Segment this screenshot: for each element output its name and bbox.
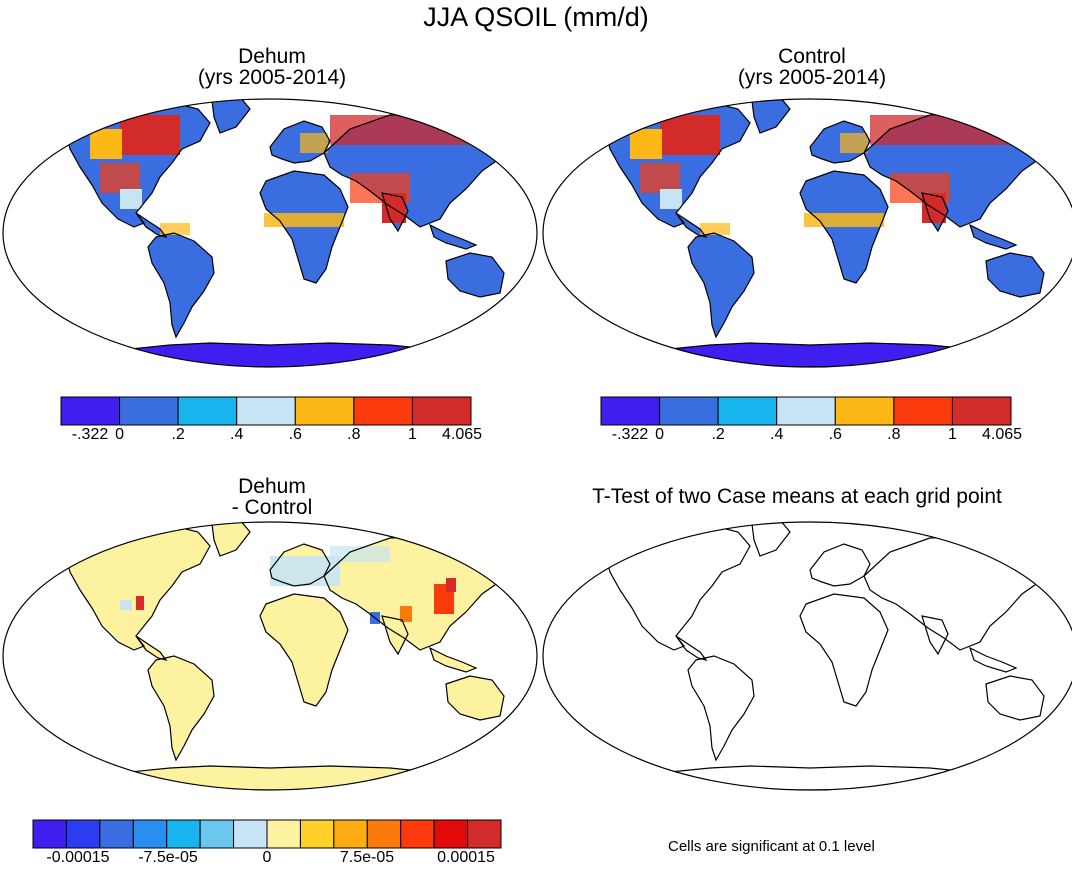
colorbar-box [177,396,238,426]
significance-note: Cells are significant at 0.1 level [668,838,875,855]
colorbar-box [717,396,778,426]
colorbar-box [266,819,301,849]
colorbar-tick-label: 4.065 [441,426,483,443]
colorbar-tick-label: .6 [288,426,302,443]
panel-title-line2: (yrs 2005-2014) [197,66,347,89]
panel-title-control: Control (yrs 2005-2014) [548,46,1072,88]
panel-title-ttest: T-Test of two Case means at each grid po… [522,486,1072,507]
colorbar-tick-label: .4 [230,426,244,443]
map-difference [2,521,538,791]
colorbar-tick-label: 1 [947,426,957,443]
colorbar-box [366,819,402,849]
colorbar-box [433,819,469,849]
colorbar-tick-label: 0 [262,849,272,866]
colorbar-box [32,819,67,849]
map-frame [2,521,538,791]
colorbar-tick-label: 0 [115,426,125,443]
panel-title-dehum: Dehum (yrs 2005-2014) [8,46,536,88]
colorbar-tick-label: 1 [407,426,417,443]
map-frame [542,98,1072,368]
colorbar-box [600,396,661,426]
colorbar-box [199,819,235,849]
colorbar-tick-label: .2 [171,426,185,443]
colorbar-box [776,396,836,426]
colorbar-tick-label: 0 [655,426,665,443]
colorbar-tick-label: .8 [887,426,901,443]
colorbar-box [333,819,368,849]
colorbar-difference [32,819,502,849]
colorbar-box [99,819,134,849]
panel-title-line1: T-Test of two Case means at each grid po… [592,485,1002,508]
map-frame [2,98,538,368]
anomaly-patches [120,546,456,624]
colorbar-box [659,396,719,426]
panel-title-line1: Dehum [238,45,306,68]
figure-title: JJA QSOIL (mm/d) [423,2,649,32]
colorbar-control [600,396,1012,426]
colorbar-box [166,819,201,849]
colorbar-box [400,819,435,849]
panel-title-line1: Control [778,45,846,68]
map-ttest [542,521,1072,791]
colorbar-box [467,819,502,849]
colorbar-box [65,819,101,849]
colorbar-box [236,396,296,426]
panel-title-line2: (yrs 2005-2014) [737,66,887,89]
colorbar-box [299,819,335,849]
colorbar-box [834,396,895,426]
colorbar-tick-label: 4.065 [981,426,1023,443]
colorbar-tick-label: -.322 [611,426,649,443]
colorbar-box [893,396,953,426]
map-control [542,98,1072,368]
colorbar-tick-label: 7.5e-05 [339,849,395,866]
colorbar-tick-label: 0.00015 [437,849,495,866]
colorbar-tick-label: .6 [828,426,842,443]
panel-title-line2: - Control [231,496,313,519]
colorbar-box [132,819,168,849]
colorbar-box [951,396,1012,426]
colorbar-box [294,396,355,426]
map-frame [542,521,1072,791]
colorbar-box [233,819,268,849]
colorbar-box [119,396,179,426]
anomaly-patches [90,115,480,235]
colorbar-tick-label: .4 [770,426,784,443]
panel-title-diff: Dehum - Control [8,476,536,518]
colorbar-tick-label: -7.5e-05 [138,849,198,866]
colorbar-tick-label: -0.00015 [46,849,110,866]
colorbar-box [411,396,472,426]
colorbar-tick-label: .2 [711,426,725,443]
colorbar-box [353,396,413,426]
colorbar-tick-label: -.322 [71,426,109,443]
panel-title-line1: Dehum [238,475,306,498]
map-dehum [2,98,538,368]
colorbar-tick-label: .8 [347,426,361,443]
colorbar-dehum [60,396,472,426]
colorbar-box [60,396,121,426]
